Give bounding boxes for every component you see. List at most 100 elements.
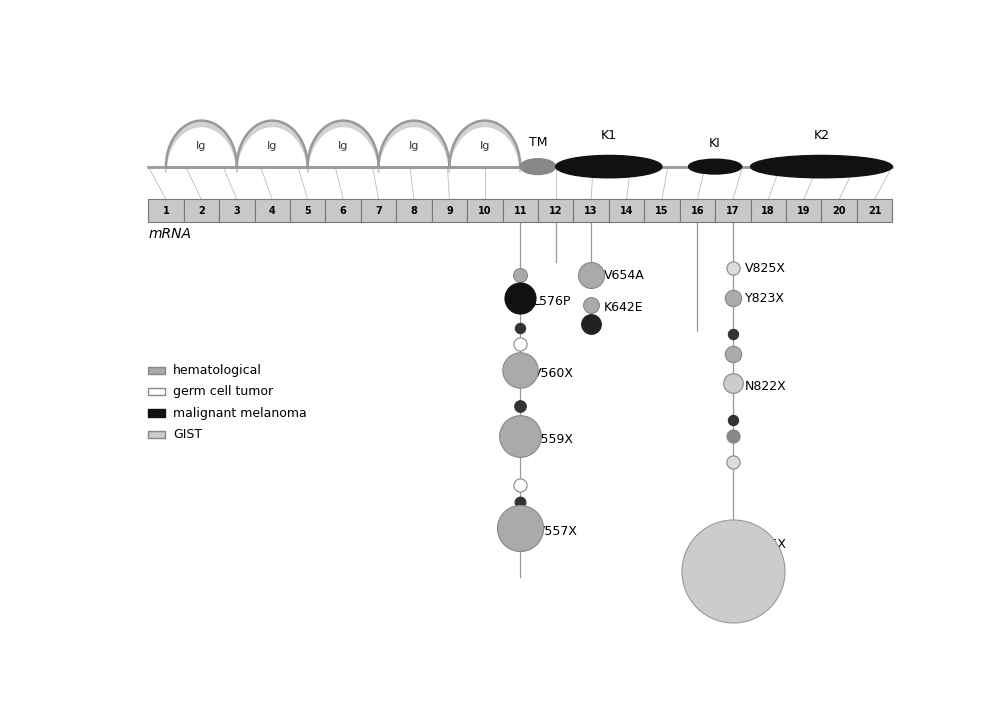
Text: TM: TM [529,136,547,149]
Point [583,270,599,281]
Text: Ig: Ig [480,141,490,151]
Point [512,479,528,491]
Text: KI: KI [709,137,721,150]
FancyBboxPatch shape [148,367,165,374]
Point [512,365,528,376]
FancyBboxPatch shape [609,199,644,222]
Polygon shape [379,120,449,172]
Text: V560X: V560X [533,367,574,380]
Polygon shape [166,120,237,172]
FancyBboxPatch shape [290,199,325,222]
Text: 5: 5 [304,206,311,216]
Text: 13: 13 [584,206,598,216]
FancyBboxPatch shape [715,199,751,222]
Text: Ig: Ig [409,141,419,151]
Text: 18: 18 [761,206,775,216]
Point [583,319,599,330]
Text: mRNA: mRNA [148,227,191,241]
FancyBboxPatch shape [538,199,573,222]
Point [725,430,741,441]
FancyBboxPatch shape [255,199,290,222]
Text: K2: K2 [813,130,829,142]
FancyBboxPatch shape [644,199,680,222]
Text: 19: 19 [797,206,810,216]
Text: 16: 16 [691,206,704,216]
Text: 3: 3 [233,206,240,216]
Point [583,299,599,310]
FancyBboxPatch shape [184,199,219,222]
Text: 7: 7 [375,206,382,216]
FancyBboxPatch shape [573,199,609,222]
Text: 17: 17 [726,206,740,216]
Text: L576P: L576P [533,295,571,308]
FancyBboxPatch shape [219,199,255,222]
Point [725,329,741,340]
FancyBboxPatch shape [680,199,715,222]
Point [512,292,528,303]
Text: malignant melanoma: malignant melanoma [173,406,307,420]
FancyBboxPatch shape [821,199,857,222]
Text: D816X: D816X [745,538,787,551]
Point [512,496,528,508]
Text: 12: 12 [549,206,562,216]
Point [725,348,741,360]
FancyBboxPatch shape [857,199,892,222]
FancyBboxPatch shape [751,199,786,222]
Text: V654A: V654A [604,268,644,282]
Text: Ig: Ig [338,141,348,151]
Point [725,457,741,468]
Text: 10: 10 [478,206,492,216]
FancyBboxPatch shape [325,199,361,222]
Text: Y823X: Y823X [745,291,785,305]
Polygon shape [308,120,379,172]
Text: 21: 21 [868,206,881,216]
Ellipse shape [520,158,556,175]
Text: 4: 4 [269,206,276,216]
Text: 9: 9 [446,206,453,216]
Text: 8: 8 [411,206,417,216]
FancyBboxPatch shape [361,199,396,222]
Point [512,430,528,441]
Text: Ig: Ig [267,141,277,151]
Text: V559X: V559X [533,433,574,446]
FancyBboxPatch shape [786,199,821,222]
Point [725,263,741,274]
Ellipse shape [689,159,742,174]
Text: N822X: N822X [745,380,787,394]
FancyBboxPatch shape [148,388,165,395]
Ellipse shape [556,156,662,178]
Point [512,522,528,534]
Text: 1: 1 [163,206,169,216]
Polygon shape [237,120,308,172]
Text: 11: 11 [514,206,527,216]
Text: V825X: V825X [745,262,786,275]
Text: GIST: GIST [173,428,202,441]
Point [725,292,741,303]
Point [512,401,528,412]
Text: hematological: hematological [173,364,262,377]
Text: K1: K1 [601,130,617,142]
Text: 15: 15 [655,206,669,216]
Text: 6: 6 [340,206,346,216]
Point [512,339,528,350]
FancyBboxPatch shape [148,431,165,438]
Text: K642E: K642E [604,301,643,315]
FancyBboxPatch shape [396,199,432,222]
Point [512,322,528,333]
Point [725,414,741,425]
Point [725,378,741,389]
FancyBboxPatch shape [148,410,165,417]
Text: 20: 20 [832,206,846,216]
Text: germ cell tumor: germ cell tumor [173,385,273,398]
FancyBboxPatch shape [148,199,184,222]
FancyBboxPatch shape [503,199,538,222]
Text: 14: 14 [620,206,633,216]
FancyBboxPatch shape [467,199,503,222]
Text: 2: 2 [198,206,205,216]
Point [512,270,528,281]
FancyBboxPatch shape [432,199,467,222]
Point [725,565,741,577]
Ellipse shape [751,156,892,178]
Polygon shape [449,120,520,172]
Text: W557X: W557X [533,524,578,538]
